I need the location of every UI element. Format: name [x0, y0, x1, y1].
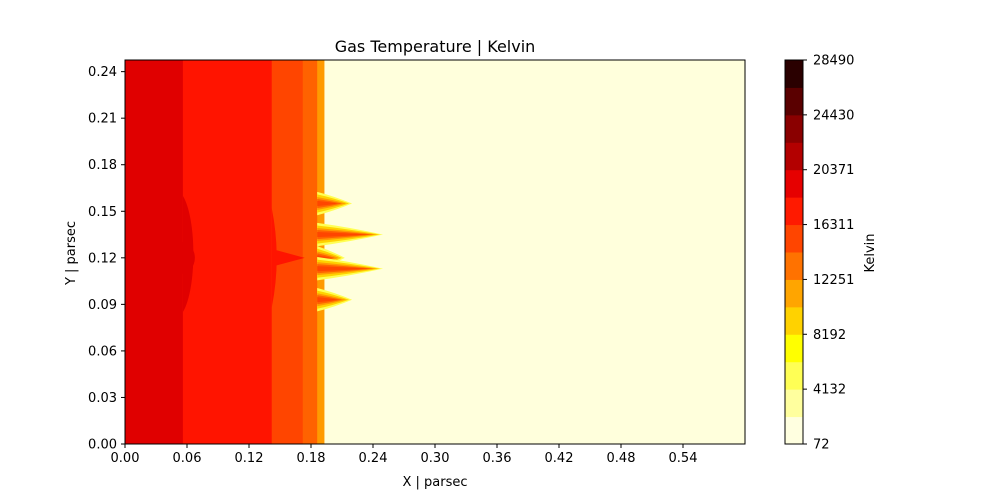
y-tick-label: 0.15 — [88, 205, 117, 220]
y-tick-label: 0.18 — [88, 158, 117, 173]
colorbar-segment-2 — [785, 361, 803, 390]
contour-band-3 — [302, 60, 318, 444]
y-tick-label: 0.00 — [88, 438, 117, 453]
x-tick-label: 0.48 — [607, 451, 636, 466]
x-tick-label: 0.00 — [111, 451, 140, 466]
finger-1-layer-4 — [317, 231, 370, 238]
finger-4-layer-4 — [317, 297, 339, 303]
finger-3-layer-4 — [317, 200, 339, 207]
colorbar-segment-9 — [785, 169, 803, 198]
y-tick-label: 0.09 — [88, 298, 117, 313]
y-tick-label: 0.12 — [88, 251, 117, 266]
colorbar-tick-label: 28490 — [813, 54, 854, 69]
colorbar-tick-label: 72 — [813, 438, 830, 453]
contour-bulge-edge — [182, 195, 194, 313]
colorbar-frame — [784, 59, 804, 445]
finger-2-layer-4 — [317, 266, 370, 272]
colorbar-tick-label: 16311 — [813, 218, 854, 233]
colorbar-segment-6 — [785, 252, 803, 280]
colorbar-tick-label: 24430 — [813, 108, 854, 123]
colorbar-segment-1 — [785, 389, 803, 418]
contour-plot: 0.00 0.06 0.12 0.18 0.24 0.30 0.36 0.42 0.48 0.54… — [88, 59, 746, 466]
contour-front-wave — [271, 208, 277, 308]
colorbar-tick-label: 4132 — [813, 383, 846, 398]
colorbar-segment-4 — [785, 306, 803, 335]
contour-front-spike — [275, 250, 305, 266]
y-tick-label: 0.24 — [88, 65, 117, 80]
x-tick-label: 0.06 — [173, 451, 202, 466]
colorbar-segment-10 — [785, 142, 803, 171]
colorbar-segment-12 — [785, 87, 803, 116]
colorbar-segment-0 — [785, 416, 803, 445]
chart-title: Gas Temperature | Kelvin — [335, 37, 536, 56]
x-tick-label: 0.12 — [235, 451, 264, 466]
colorbar-segment-3 — [785, 334, 803, 363]
x-tick-label: 0.24 — [359, 451, 388, 466]
x-tick-label: 0.30 — [421, 451, 450, 466]
colorbar-tick-label: 8192 — [813, 328, 846, 343]
y-tick-label: 0.06 — [88, 344, 117, 359]
colorbar-segment-13 — [785, 60, 803, 88]
x-tick-label: 0.18 — [297, 451, 326, 466]
contour-band-1 — [182, 60, 273, 444]
colorbar-segment-7 — [785, 224, 803, 253]
y-tick-label: 0.03 — [88, 391, 117, 406]
colorbar-tick-label: 12251 — [813, 273, 854, 288]
colorbar-segment-5 — [785, 279, 803, 308]
colorbar-segment-11 — [785, 114, 803, 143]
y-axis-label: Y | parsec — [64, 221, 79, 286]
x-tick-label: 0.36 — [483, 451, 512, 466]
contour-band-5 — [324, 60, 746, 444]
x-tick-label: 0.42 — [545, 451, 574, 466]
colorbar-segment-8 — [785, 197, 803, 226]
y-tick-label: 0.21 — [88, 112, 117, 127]
colorbar-tick-label: 20371 — [813, 163, 854, 178]
x-axis-label: X | parsec — [402, 475, 467, 490]
x-tick-label: 0.54 — [669, 451, 698, 466]
colorbar-label: Kelvin — [863, 233, 878, 272]
colorbar: 72 4132 8192 12251 16311 20371 24430 28490 — [784, 54, 854, 453]
